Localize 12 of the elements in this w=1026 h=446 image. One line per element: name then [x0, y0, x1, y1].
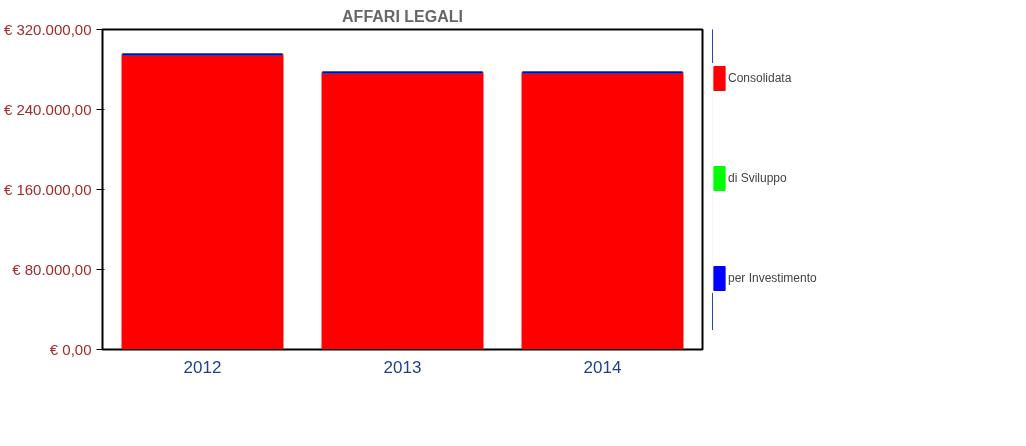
y-tick-label: € 320.000,00 [3, 21, 92, 38]
y-tick-label: € 240.000,00 [3, 101, 92, 118]
y-tick-label: € 0,00 [49, 341, 92, 358]
y-tick-label: € 80.000,00 [12, 261, 92, 278]
x-tick-label: 2013 [383, 357, 422, 377]
y-tick-label: € 160.000,00 [3, 181, 92, 198]
x-tick-label: 2014 [583, 357, 622, 377]
legend-label: di Sviluppo [728, 171, 787, 186]
x-tick-label: 2012 [183, 357, 222, 377]
legend-label: Consolidata [728, 71, 792, 86]
chart-title: AFFARI LEGALI [342, 7, 463, 25]
legend-label: per Investimento [728, 271, 817, 286]
